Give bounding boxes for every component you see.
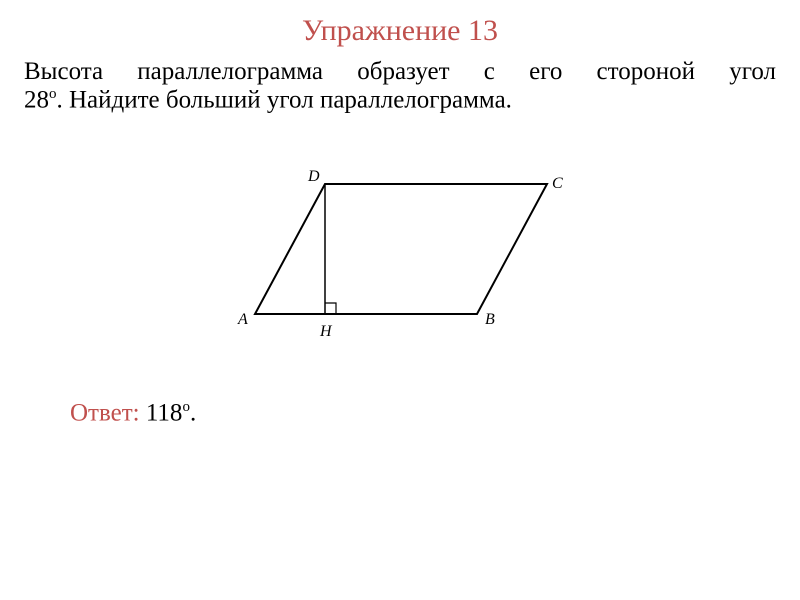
vertex-label-a: A [237, 311, 248, 328]
problem-word: образует [357, 58, 449, 86]
parallelogram-svg: A B C D H [230, 154, 570, 344]
slide-title-text: Упражнение 13 [302, 14, 498, 47]
parallelogram-outline [255, 184, 547, 314]
problem-line-2-suffix: . Найдите больший угол параллелограмма. [57, 86, 512, 113]
problem-line-1: Высота параллелограмма образует с его стороно… [24, 58, 776, 86]
right-angle-marker [325, 303, 336, 314]
problem-word: параллелограмма [137, 58, 323, 86]
slide-title: Упражнение 13 [0, 0, 800, 48]
vertex-label-b: B [485, 311, 495, 328]
problem-line-2: 28о. Найдите больший угол параллелограмм… [24, 86, 776, 114]
problem-word: его [529, 58, 562, 86]
parallelogram-diagram: A B C D H [230, 154, 570, 349]
vertex-label-c: C [552, 175, 563, 192]
problem-statement: Высота параллелограмма образует с его стороно… [0, 58, 800, 114]
problem-line-2-prefix: 28 [24, 86, 49, 113]
problem-word: Высота [24, 58, 103, 86]
vertex-label-d: D [307, 168, 320, 185]
problem-word: угол [729, 58, 776, 86]
answer-value-suffix: . [190, 400, 196, 427]
vertex-label-h: H [319, 323, 333, 340]
degree-symbol: о [49, 86, 57, 102]
problem-word: стороной [597, 58, 695, 86]
problem-word: с [484, 58, 495, 86]
answer-block: Ответ: 118о. [0, 399, 800, 427]
answer-value-prefix: 118 [140, 400, 183, 427]
degree-symbol: о [182, 399, 190, 415]
answer-label: Ответ: [70, 400, 140, 427]
diagram-container: A B C D H [0, 154, 800, 349]
